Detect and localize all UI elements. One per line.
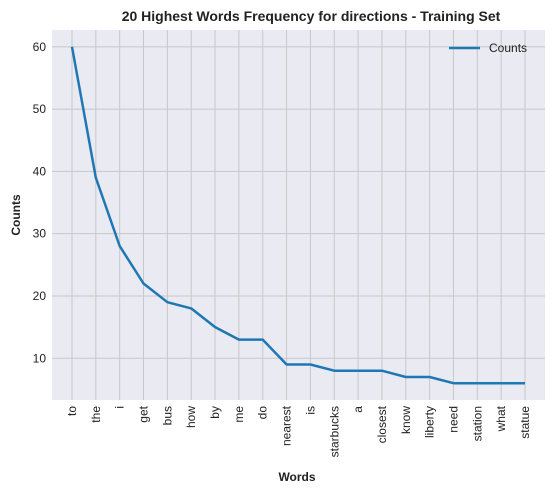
plot-area — [52, 30, 545, 400]
y-tick-label: 30 — [33, 227, 47, 241]
x-tick-label: closest — [375, 405, 389, 443]
x-tick-label: the — [89, 406, 103, 423]
x-axis-label: Words — [278, 470, 315, 484]
y-tick-label: 20 — [33, 289, 47, 303]
x-tick-label: bus — [160, 406, 174, 425]
series-line-counts — [70, 46, 525, 385]
y-tick-label: 10 — [33, 351, 47, 365]
x-tick-label: what — [494, 405, 508, 432]
series-layer — [70, 46, 526, 385]
y-tick-label: 60 — [33, 40, 47, 54]
y-axis-ticks: 10 20 30 40 50 60 — [33, 40, 47, 365]
x-tick-label: get — [137, 405, 151, 422]
x-tick-label: to — [65, 406, 79, 416]
x-tick-label: station — [470, 406, 484, 441]
x-axis-ticks: to the i get bus how by me do nearest is starbucks a… — [65, 405, 532, 457]
x-tick-label: is — [303, 406, 317, 415]
x-tick-label: i — [113, 406, 127, 409]
x-tick-label: a — [351, 406, 365, 413]
y-tick-label: 50 — [33, 102, 47, 116]
x-tick-label: know — [399, 406, 413, 434]
legend: Counts — [449, 41, 527, 55]
x-tick-label: how — [184, 406, 198, 428]
x-tick-label: starbucks — [327, 406, 341, 457]
y-tick-label: 40 — [33, 164, 47, 178]
x-tick-label: by — [208, 406, 222, 419]
x-tick-label: liberty — [423, 406, 437, 438]
x-tick-label: do — [256, 406, 270, 420]
legend-label-counts: Counts — [489, 41, 527, 55]
x-tick-label: nearest — [280, 405, 294, 446]
x-tick-label: statue — [518, 406, 532, 439]
y-axis-label: Counts — [9, 194, 23, 236]
chart-title: 20 Highest Words Frequency for direction… — [122, 8, 501, 24]
x-tick-label: need — [446, 406, 460, 433]
x-tick-label: me — [232, 406, 246, 423]
